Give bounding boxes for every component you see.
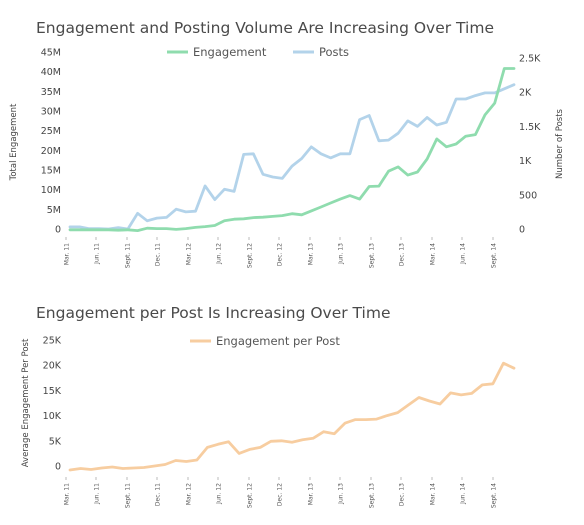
x-tick-label: Jun. 13	[338, 243, 345, 265]
y-tick-label: 30M	[41, 107, 61, 118]
series-line-engagement	[68, 67, 516, 233]
y-tick-label: 0	[55, 462, 61, 473]
x-tick-label: Dec. 13	[399, 483, 406, 506]
x-tick-label: Dec. 12	[277, 483, 284, 506]
x-tick-label: Sept. 11	[125, 483, 132, 508]
y-tick-label: 15M	[41, 166, 61, 177]
x-tick-label: Dec. 12	[277, 243, 284, 266]
x-tick-label: Sept. 14	[491, 483, 498, 508]
y-tick-label: 1K	[519, 156, 532, 167]
x-tick-label: Dec. 11	[155, 243, 162, 266]
x-tick-label: Jun. 12	[216, 243, 223, 265]
y-tick-label: 10K	[43, 411, 62, 422]
x-tick-label: Mar. 11	[64, 243, 71, 265]
y-tick-label: 15K	[43, 386, 62, 397]
chart-1-legend: Engagement Posts	[167, 45, 349, 59]
y-tick-label: 45M	[41, 48, 61, 59]
x-tick-label: Mar. 12	[186, 243, 193, 265]
x-tick-label: Sept. 12	[247, 243, 254, 268]
series-line-engagement-per-post	[68, 361, 516, 472]
y-tick-label: 25K	[43, 336, 62, 347]
chart-2: Engagement per Post Is Increasing Over T…	[21, 304, 516, 508]
x-tick-label: Jun. 11	[94, 243, 101, 265]
x-tick-label: Dec. 13	[399, 243, 406, 266]
y-tick-label: 20K	[43, 361, 62, 372]
chart-1-y2label: Number of Posts	[555, 108, 565, 179]
y-tick-label: 35M	[41, 87, 61, 98]
x-tick-label: Mar. 13	[308, 483, 315, 505]
y-tick-label: 10M	[41, 185, 61, 196]
x-tick-label: Jun. 14	[460, 483, 467, 505]
chart-2-y-axis: 0 5K 10K 15K 20K 25K	[43, 336, 62, 473]
chart-2-x-axis: Mar. 11 Jun. 11 Sept. 11 Dec. 11 Mar. 12 Jun.…	[64, 477, 498, 508]
x-tick-label: Jun. 12	[216, 483, 223, 505]
y-tick-label: 500	[519, 190, 537, 201]
x-tick-label: Mar. 14	[430, 483, 437, 505]
x-tick-label: Jun. 11	[94, 483, 101, 505]
legend-label-engagement: Engagement	[193, 45, 267, 59]
legend-label-engagement-per-post: Engagement per Post	[216, 334, 340, 348]
x-tick-label: Mar. 12	[186, 483, 193, 505]
y-tick-label: 25M	[41, 126, 61, 137]
x-tick-label: Jun. 14	[460, 243, 467, 265]
y-tick-label: 2K	[519, 88, 532, 99]
y-tick-label: 2.5K	[519, 54, 541, 65]
x-tick-label: Mar. 13	[308, 243, 315, 265]
chart-2-legend: Engagement per Post	[190, 334, 340, 348]
chart-2-ylabel: Average Engagement Per Post	[21, 338, 31, 467]
y-tick-label: 20M	[41, 146, 61, 157]
y-tick-label: 0	[519, 225, 525, 236]
x-tick-label: Sept. 13	[369, 243, 376, 268]
x-tick-label: Sept. 11	[125, 243, 132, 268]
chart-2-plot-area	[68, 361, 516, 472]
x-tick-label: Jun. 13	[338, 483, 345, 505]
chart-1-x-axis: Mar. 11 Jun. 11 Sept. 11 Dec. 11 Mar. 12 Jun.…	[64, 237, 498, 268]
y-tick-label: 5M	[47, 205, 61, 216]
x-tick-label: Dec. 11	[155, 483, 162, 506]
chart-1-title: Engagement and Posting Volume Are Increa…	[36, 19, 494, 37]
series-line-posts	[68, 83, 516, 231]
y-tick-label: 40M	[41, 67, 61, 78]
x-tick-label: Sept. 14	[491, 243, 498, 268]
chart-1-y-axis: 0 5M 10M 15M 20M 25M 30M 35M 40M 45M	[41, 48, 61, 236]
y-tick-label: 5K	[49, 436, 62, 447]
x-tick-label: Mar. 11	[64, 483, 71, 505]
chart-2-title: Engagement per Post Is Increasing Over T…	[36, 304, 391, 322]
chart-1-y2-axis: 0 500 1K 1.5K 2K 2.5K	[519, 54, 541, 236]
y-tick-label: 0	[55, 225, 61, 236]
y-tick-label: 1.5K	[519, 122, 541, 133]
x-tick-label: Sept. 12	[247, 483, 254, 508]
chart-1: Engagement and Posting Volume Are Increa…	[9, 19, 565, 268]
x-tick-label: Sept. 13	[369, 483, 376, 508]
chart-1-plot-area	[68, 67, 516, 233]
legend-label-posts: Posts	[319, 45, 349, 59]
x-tick-label: Mar. 14	[430, 243, 437, 265]
chart-1-ylabel: Total Engagement	[9, 103, 19, 181]
